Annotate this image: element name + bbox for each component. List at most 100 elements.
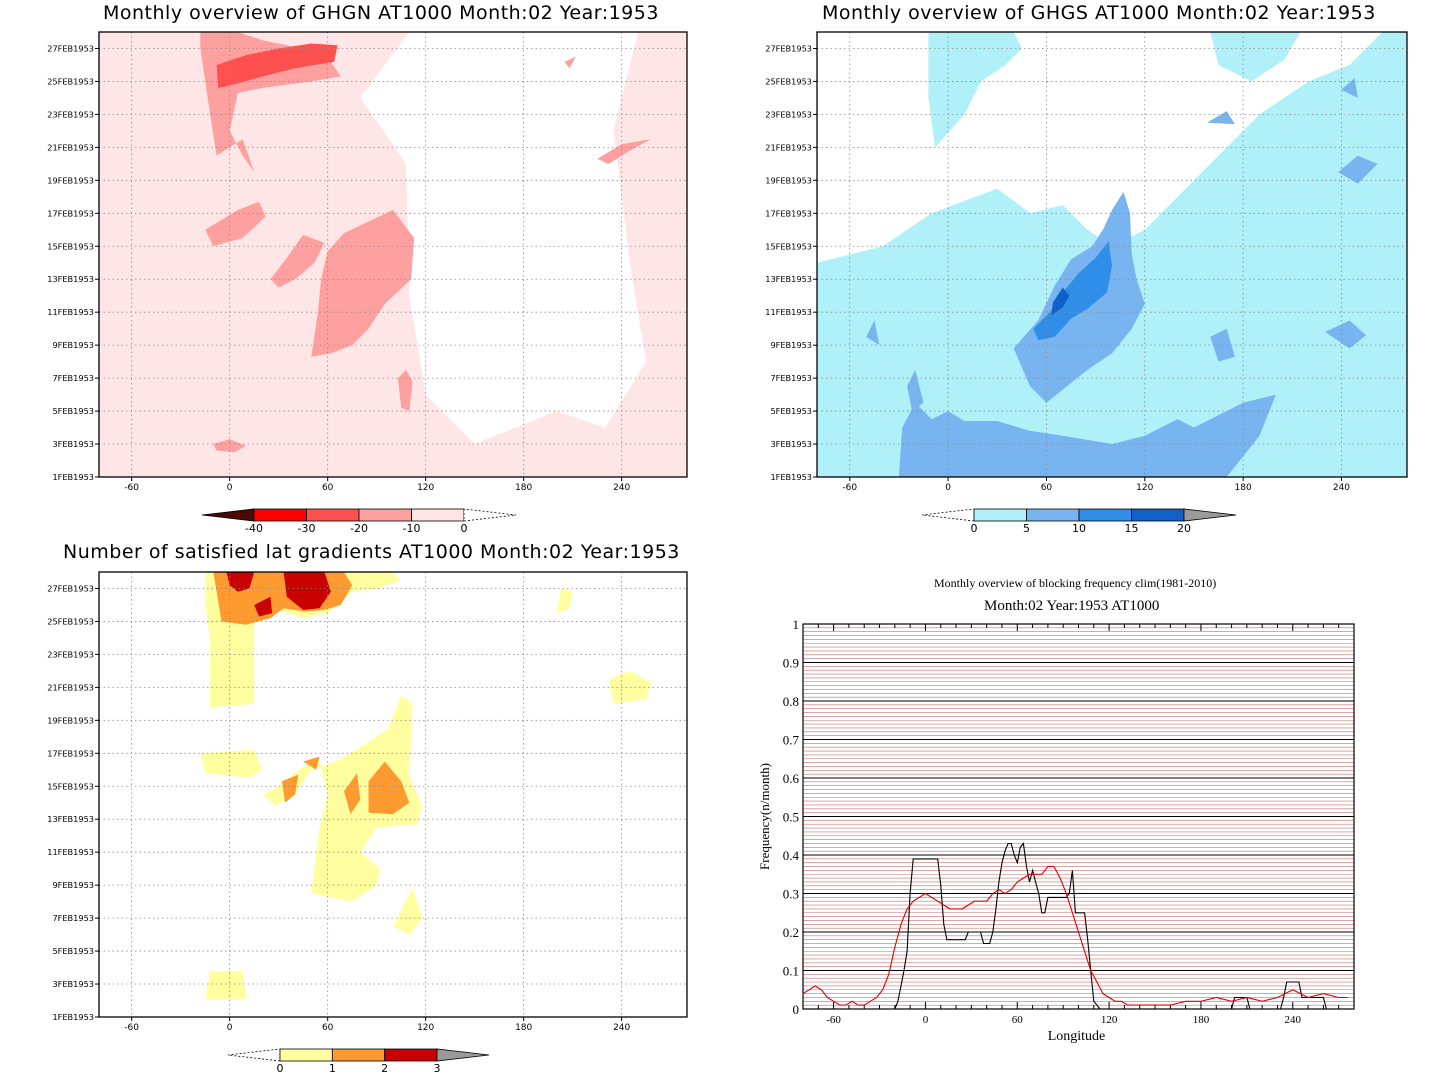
y-tick-label: 7FEB1953 xyxy=(52,913,94,923)
y-tick-label: 0.1 xyxy=(783,964,799,979)
y-tick-label: 1FEB1953 xyxy=(770,472,812,482)
contour-region-6 xyxy=(866,320,880,346)
contour-region-1 xyxy=(928,32,1022,148)
ghgs-title: Monthly overview of GHGS AT1000 Month:02… xyxy=(822,2,1376,24)
y-tick-label: 3FEB1953 xyxy=(770,439,812,449)
colorbar-label: 2 xyxy=(381,1062,388,1075)
contour-region-8 xyxy=(597,139,652,164)
x-tick-label: -60 xyxy=(842,483,857,493)
contour-region-12 xyxy=(303,756,320,770)
x-tick-label: -60 xyxy=(826,1014,841,1026)
x-tick-label: 120 xyxy=(1101,1014,1118,1026)
x-tick-label: 240 xyxy=(613,483,630,493)
contour-region-6 xyxy=(397,369,413,412)
x-tick-label: 60 xyxy=(322,483,334,493)
colorbar-arrow-right xyxy=(463,508,517,522)
x-tick-label: 240 xyxy=(1333,483,1350,493)
contour-region-13 xyxy=(1051,287,1070,316)
contour-region-8 xyxy=(1325,320,1366,349)
contour-region-7 xyxy=(393,888,423,935)
y-tick-label: 0.8 xyxy=(783,694,799,709)
y-tick-label: 27FEB1953 xyxy=(765,43,812,53)
y-tick-label: 15FEB1953 xyxy=(47,241,94,251)
nsat-chart: -60 0 60 120 180 2401FEB19533FEB19535FEB19537… xyxy=(47,571,688,1075)
colorbar-label: -30 xyxy=(298,522,316,535)
y-axis-label: Frequency(n/month) xyxy=(757,763,772,870)
y-tick-label: 1FEB1953 xyxy=(52,1012,94,1022)
contour-region-2 xyxy=(226,572,255,592)
y-tick-label: 1 xyxy=(793,617,800,632)
contour-region-3 xyxy=(898,394,1276,477)
contour-region-11 xyxy=(281,774,299,803)
plot-frame xyxy=(816,31,1408,478)
y-tick-label: 11FEB1953 xyxy=(47,847,94,857)
y-tick-label: 17FEB1953 xyxy=(47,208,94,218)
colorbar-label: 1 xyxy=(329,1062,336,1075)
y-tick-label: 25FEB1953 xyxy=(765,76,812,86)
colorbar-label: 0 xyxy=(461,522,468,535)
colorbar-label: 3 xyxy=(434,1062,441,1075)
y-tick-label: 17FEB1953 xyxy=(765,208,812,218)
colorbar-label: -40 xyxy=(245,522,263,535)
y-tick-label: 3FEB1953 xyxy=(52,439,94,449)
x-tick-label: 180 xyxy=(1193,1014,1210,1026)
contour-region-2 xyxy=(1210,32,1301,82)
ghgs-chart: -60 0 60 120 180 240 1FEB1953 3FEB1953 5FEB1953 7… xyxy=(765,31,1408,535)
field xyxy=(99,572,687,1017)
colorbar-arrow-right xyxy=(436,1048,490,1062)
y-tick-label: 21FEB1953 xyxy=(765,142,812,152)
x-tick-label: 180 xyxy=(1235,483,1252,493)
plot-frame xyxy=(98,31,688,478)
contour-region-10 xyxy=(1341,78,1358,98)
y-tick-label: 19FEB1953 xyxy=(47,715,94,725)
x-tick-label: 60 xyxy=(322,1023,334,1033)
contour-region-4 xyxy=(270,234,325,288)
ghgs-panel: Monthly overview of GHGS AT1000 Month:02… xyxy=(0,0,1440,545)
contour-region-5 xyxy=(311,210,415,357)
x-tick-label: 180 xyxy=(515,1023,532,1033)
y-tick-label: 7FEB1953 xyxy=(52,373,94,383)
y-tick-label: 0.5 xyxy=(783,810,799,825)
y-tick-label: 9FEB1953 xyxy=(52,340,94,350)
contour-region-9 xyxy=(1338,155,1378,184)
y-tick-label: 25FEB1953 xyxy=(47,616,94,626)
x-tick-label: 120 xyxy=(417,1023,434,1033)
contour-region-5 xyxy=(200,750,263,778)
y-tick-label: 5FEB1953 xyxy=(52,406,94,416)
contour-region-2 xyxy=(216,43,338,88)
y-tick-label: 15FEB1953 xyxy=(765,241,812,251)
x-tick-label: 0 xyxy=(227,1023,233,1033)
ghgn-chart: -60 0 60 120 180 240 1FEB1953 3FEB1953 5FEB1953 7… xyxy=(47,31,688,535)
y-tick-label: 0.6 xyxy=(783,771,800,786)
y-tick-label: 0 xyxy=(793,1002,800,1017)
x-tick-label: -60 xyxy=(124,483,139,493)
field xyxy=(99,32,687,477)
x-tick-label: 240 xyxy=(1285,1014,1302,1026)
y-tick-label: 19FEB1953 xyxy=(47,175,94,185)
colorbar-label: 15 xyxy=(1125,522,1139,535)
x-tick-label: 180 xyxy=(515,483,532,493)
y-tick-label: 23FEB1953 xyxy=(47,649,94,659)
contour-region-10 xyxy=(556,588,573,614)
y-tick-label: 21FEB1953 xyxy=(47,682,94,692)
x-tick-label: 120 xyxy=(417,483,434,493)
y-tick-label: 1FEB1953 xyxy=(52,472,94,482)
nsat-title: Number of satisfied lat gradients AT1000… xyxy=(63,541,680,563)
colorbar-label: 0 xyxy=(971,522,978,535)
contour-region-3 xyxy=(205,201,266,247)
y-tick-label: 25FEB1953 xyxy=(47,76,94,86)
y-tick-label: 5FEB1953 xyxy=(770,406,812,416)
y-tick-label: 11FEB1953 xyxy=(47,307,94,317)
y-tick-label: 3FEB1953 xyxy=(52,979,94,989)
colorbar-label: 0 xyxy=(277,1062,284,1075)
x-tick-label: 60 xyxy=(1041,483,1053,493)
nsat-panel: Number of satisfied lat gradients AT1000… xyxy=(47,541,688,1075)
y-tick-label: 13FEB1953 xyxy=(765,274,812,284)
contour-region-9 xyxy=(564,56,576,69)
x-tick-label: -60 xyxy=(124,1023,139,1033)
contour-region-6 xyxy=(262,695,423,902)
colorbar-label: -10 xyxy=(403,522,421,535)
x-tick-label: 240 xyxy=(613,1023,630,1033)
